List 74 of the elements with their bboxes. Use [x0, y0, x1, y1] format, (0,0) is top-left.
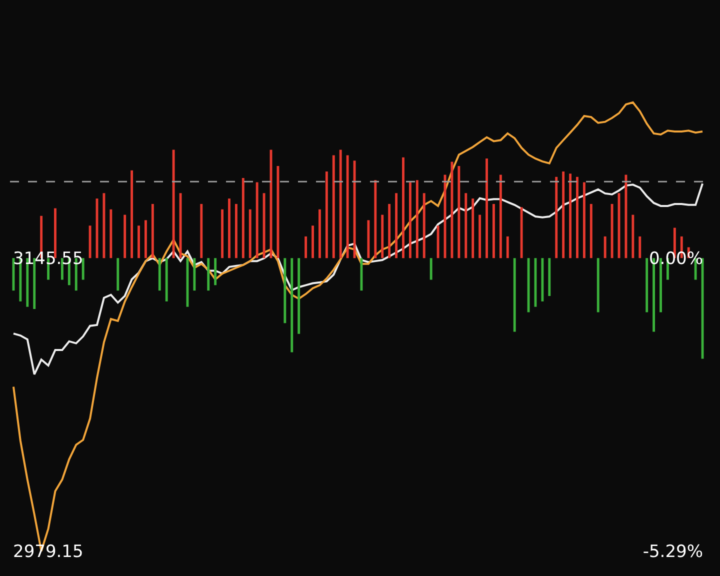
bar	[520, 207, 523, 258]
bar	[548, 258, 551, 296]
y2-tick-label: -5.29%	[642, 542, 703, 562]
bar	[312, 226, 314, 258]
bar	[472, 198, 474, 258]
bar	[172, 150, 175, 258]
bar	[436, 226, 440, 258]
bar	[610, 204, 614, 258]
bar	[298, 258, 300, 334]
bar	[130, 170, 134, 258]
bar	[207, 258, 210, 291]
bar	[124, 214, 126, 258]
bar	[214, 258, 217, 286]
bar	[374, 180, 377, 258]
bar	[499, 174, 502, 258]
bar	[416, 180, 418, 258]
bar	[464, 193, 468, 258]
y-tick-label: 2979.15	[13, 542, 84, 562]
bar	[228, 198, 230, 258]
bar	[138, 226, 140, 258]
bar	[248, 209, 252, 258]
line-series	[12, 182, 704, 376]
bar	[304, 236, 308, 258]
bar	[116, 258, 120, 291]
bar	[367, 220, 370, 258]
bar	[151, 204, 154, 258]
bar	[193, 258, 196, 291]
bar	[234, 204, 238, 258]
bar	[632, 214, 634, 258]
bar	[402, 157, 404, 258]
bar	[506, 236, 509, 258]
bar	[513, 258, 516, 332]
bar	[541, 258, 544, 302]
bar	[624, 174, 628, 258]
bar	[339, 150, 342, 258]
bar	[569, 174, 572, 258]
bar	[88, 226, 92, 258]
bar	[395, 193, 398, 258]
bar	[325, 171, 328, 258]
bar	[200, 204, 203, 258]
bar	[478, 214, 482, 258]
bar	[458, 166, 460, 258]
bar	[110, 209, 112, 258]
bar	[290, 258, 294, 352]
bar	[262, 193, 266, 258]
bar	[276, 166, 280, 258]
bar	[346, 155, 349, 258]
bar	[486, 158, 488, 258]
bar	[242, 178, 244, 258]
bar	[638, 236, 642, 258]
bar	[590, 204, 592, 258]
bar	[422, 193, 426, 258]
bar	[562, 171, 565, 258]
bar	[576, 176, 578, 258]
bar	[555, 176, 558, 258]
bar	[450, 162, 454, 258]
bar	[604, 236, 606, 258]
bar	[256, 182, 258, 258]
bar	[102, 193, 106, 258]
bar	[596, 258, 600, 312]
bar	[646, 258, 648, 312]
bar	[332, 155, 335, 258]
bar	[492, 204, 495, 258]
bar	[158, 258, 161, 291]
bar	[582, 182, 586, 258]
bar	[284, 258, 286, 324]
bar	[430, 258, 432, 280]
bar	[408, 182, 412, 258]
bar	[165, 258, 168, 302]
bar	[318, 209, 321, 258]
bar	[381, 214, 384, 258]
bar	[144, 220, 147, 258]
bar	[221, 209, 224, 258]
bar	[388, 204, 391, 258]
